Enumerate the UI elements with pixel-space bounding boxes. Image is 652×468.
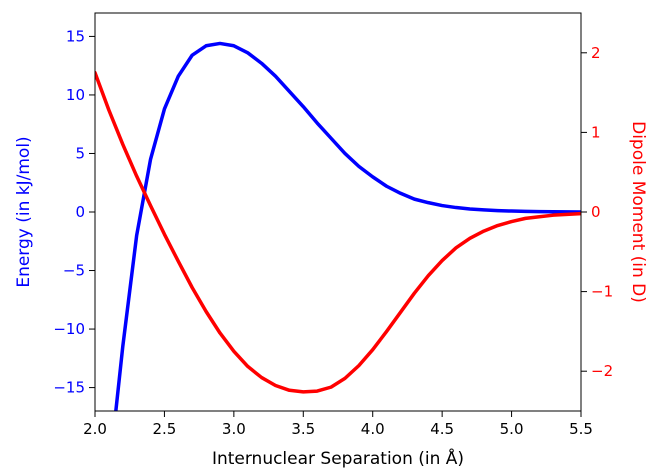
y-right-axis-label: Dipole Moment (in D) bbox=[628, 121, 648, 303]
y-right-tick-label: −2 bbox=[591, 362, 613, 380]
y-left-axis-ticks: −15 −10 −5 0 5 10 15 bbox=[53, 27, 95, 397]
dipole-series-line bbox=[95, 70, 581, 394]
x-tick-label: 2.5 bbox=[152, 420, 176, 438]
x-tick-label: 2.0 bbox=[83, 420, 107, 438]
y-left-tick-label: −15 bbox=[53, 379, 85, 397]
x-tick-label: 5.5 bbox=[569, 420, 593, 438]
y-right-tick-label: 1 bbox=[591, 123, 601, 141]
y-left-tick-label: 10 bbox=[66, 86, 85, 104]
y-left-tick-label: −5 bbox=[63, 262, 85, 280]
x-axis-label: Internuclear Separation (in Å) bbox=[212, 447, 464, 468]
x-tick-label: 5.0 bbox=[500, 420, 524, 438]
x-tick-label: 3.0 bbox=[222, 420, 246, 438]
series-layer bbox=[95, 41, 581, 411]
y-left-tick-label: 0 bbox=[75, 203, 85, 221]
y-right-tick-label: 2 bbox=[591, 44, 601, 62]
y-right-tick-label: −1 bbox=[591, 283, 613, 301]
y-left-tick-label: −10 bbox=[53, 320, 85, 338]
x-tick-label: 4.5 bbox=[430, 420, 454, 438]
y-right-axis-ticks: −2 −1 0 1 2 bbox=[581, 44, 613, 380]
x-tick-label: 3.5 bbox=[291, 420, 315, 438]
y-right-tick-label: 0 bbox=[591, 203, 601, 221]
y-left-axis-label: Energy (in kJ/mol) bbox=[14, 136, 34, 287]
y-left-tick-label: 5 bbox=[75, 144, 85, 162]
x-tick-label: 4.0 bbox=[361, 420, 385, 438]
energy-series-line bbox=[114, 41, 581, 411]
y-left-tick-label: 15 bbox=[66, 27, 85, 45]
x-axis-ticks: 2.0 2.5 3.0 3.5 4.0 4.5 5.0 5.5 bbox=[83, 411, 593, 438]
